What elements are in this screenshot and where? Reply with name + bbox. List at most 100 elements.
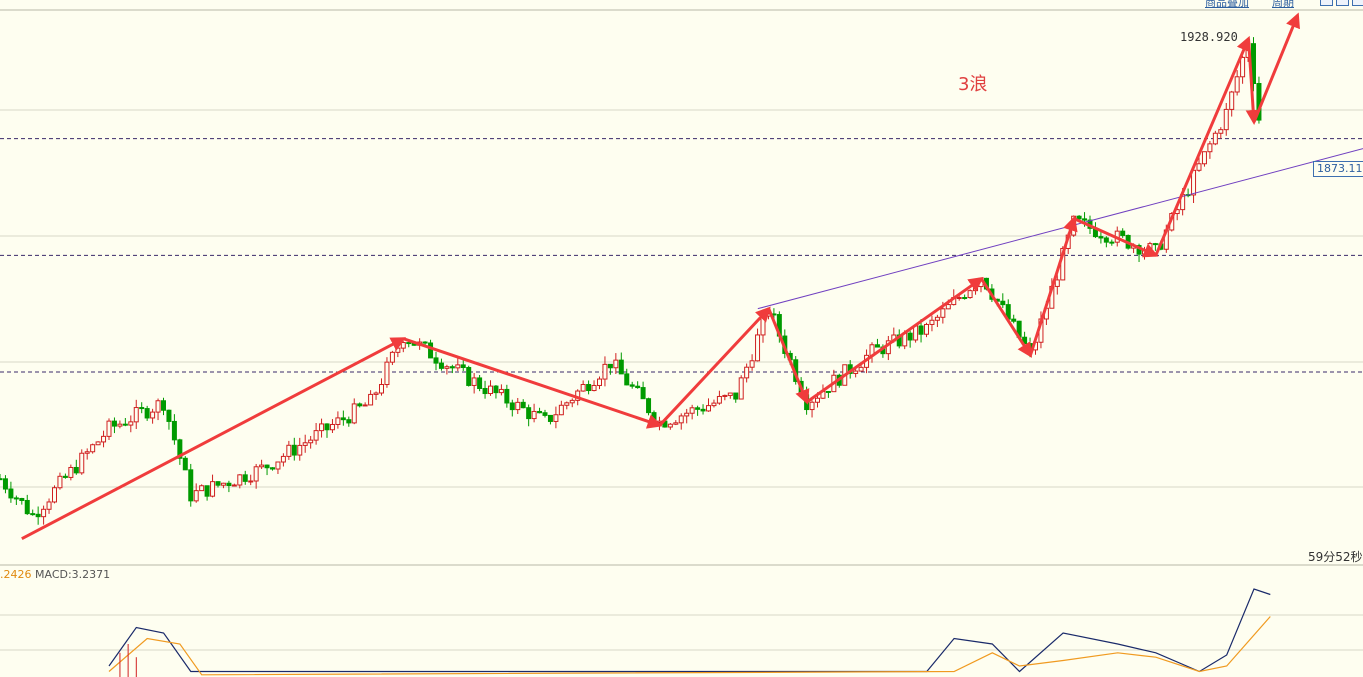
candle-down	[547, 414, 553, 422]
candle-up	[368, 393, 374, 406]
candle-up	[531, 410, 537, 420]
high-price-label: 1928.920	[1180, 30, 1238, 44]
candle-up	[193, 490, 199, 502]
period-link[interactable]: 周期	[1272, 0, 1294, 9]
candle-up	[1212, 132, 1218, 145]
candle-up	[858, 366, 864, 372]
candle-down	[1109, 241, 1115, 244]
candlestick-series	[0, 37, 1262, 525]
candle-up	[706, 405, 711, 412]
candle-down	[449, 366, 455, 369]
candle-down	[635, 385, 641, 389]
candle-down	[73, 466, 79, 474]
candle-down	[111, 420, 117, 427]
candle-up	[934, 316, 940, 321]
candle-down	[607, 363, 613, 369]
zoom-out-button[interactable]	[1320, 0, 1333, 6]
candle-down	[695, 407, 701, 410]
candle-up	[1223, 108, 1229, 131]
candle-up	[117, 423, 123, 427]
macd-panel	[0, 588, 1363, 677]
candle-down	[204, 485, 210, 497]
candle-down	[357, 403, 363, 407]
candle-up	[68, 466, 74, 478]
candle-up	[199, 485, 205, 492]
candle-up	[755, 334, 761, 362]
candle-down	[1000, 300, 1006, 306]
candle-up	[727, 392, 733, 396]
countdown-timer: 59分52秒	[1308, 550, 1363, 564]
candle-down	[1076, 215, 1082, 220]
candle-down	[166, 409, 172, 422]
candle-up	[973, 286, 979, 292]
candle-up	[940, 308, 946, 318]
candle-up	[444, 366, 450, 369]
candle-up	[106, 420, 112, 437]
candle-up	[335, 417, 341, 425]
wave-3-label: 3浪	[958, 74, 988, 95]
candle-up	[580, 384, 586, 392]
candle-up	[471, 377, 477, 386]
candle-down	[520, 401, 526, 409]
candle-down	[460, 364, 466, 369]
candle-up	[362, 404, 368, 407]
candle-down	[171, 420, 177, 441]
candle-up	[389, 351, 395, 363]
candle-down	[1152, 243, 1158, 246]
candle-up	[815, 397, 820, 403]
candle-down	[161, 400, 166, 411]
candle-down	[542, 412, 548, 416]
wave-arrow	[1245, 38, 1261, 125]
grid-lines	[0, 109, 1363, 488]
candle-up	[613, 359, 619, 369]
candle-up	[128, 421, 134, 426]
candle-up	[248, 480, 254, 483]
candle-up	[231, 484, 237, 487]
candle-up	[1229, 91, 1235, 110]
candle-down	[651, 412, 657, 423]
candle-up	[41, 508, 47, 518]
wave-arrow	[402, 337, 663, 429]
candle-down	[13, 497, 19, 500]
candle-down	[428, 342, 434, 359]
candle-up	[597, 378, 602, 386]
candle-up	[308, 439, 314, 444]
overlay-link[interactable]: 商品叠加	[1205, 0, 1249, 9]
zoom-in-button[interactable]	[1336, 0, 1349, 6]
candle-up	[384, 361, 390, 386]
candle-up	[400, 342, 406, 349]
candle-down	[324, 423, 330, 431]
candle-down	[1120, 230, 1126, 236]
wave-arrow	[806, 276, 984, 404]
candle-up	[929, 319, 935, 325]
candle-up	[297, 444, 303, 456]
candle-up	[1240, 56, 1246, 78]
candle-down	[30, 513, 36, 516]
candle-up	[150, 411, 156, 419]
candle-down	[264, 464, 270, 469]
candle-up	[738, 377, 744, 400]
wave-arrow	[1154, 35, 1251, 256]
current-price-tag: 1873.11	[1313, 161, 1363, 177]
candle-up	[379, 384, 384, 394]
candle-down	[422, 341, 428, 344]
candle-up	[760, 315, 766, 336]
candle-down	[466, 367, 472, 386]
candle-up	[722, 394, 728, 397]
candle-down	[340, 417, 346, 421]
macd-dea-line	[108, 616, 1271, 676]
candle-up	[569, 399, 575, 404]
candle-up	[351, 403, 357, 424]
reset-button[interactable]	[1352, 0, 1363, 6]
wave-arrows	[21, 12, 1300, 540]
candle-up	[259, 464, 265, 468]
candle-up	[853, 370, 859, 374]
candle-up	[155, 400, 161, 413]
candle-up	[667, 423, 673, 428]
candle-down	[618, 359, 624, 375]
candle-down	[19, 497, 25, 501]
candle-up	[313, 430, 319, 441]
candle-down	[0, 478, 3, 481]
